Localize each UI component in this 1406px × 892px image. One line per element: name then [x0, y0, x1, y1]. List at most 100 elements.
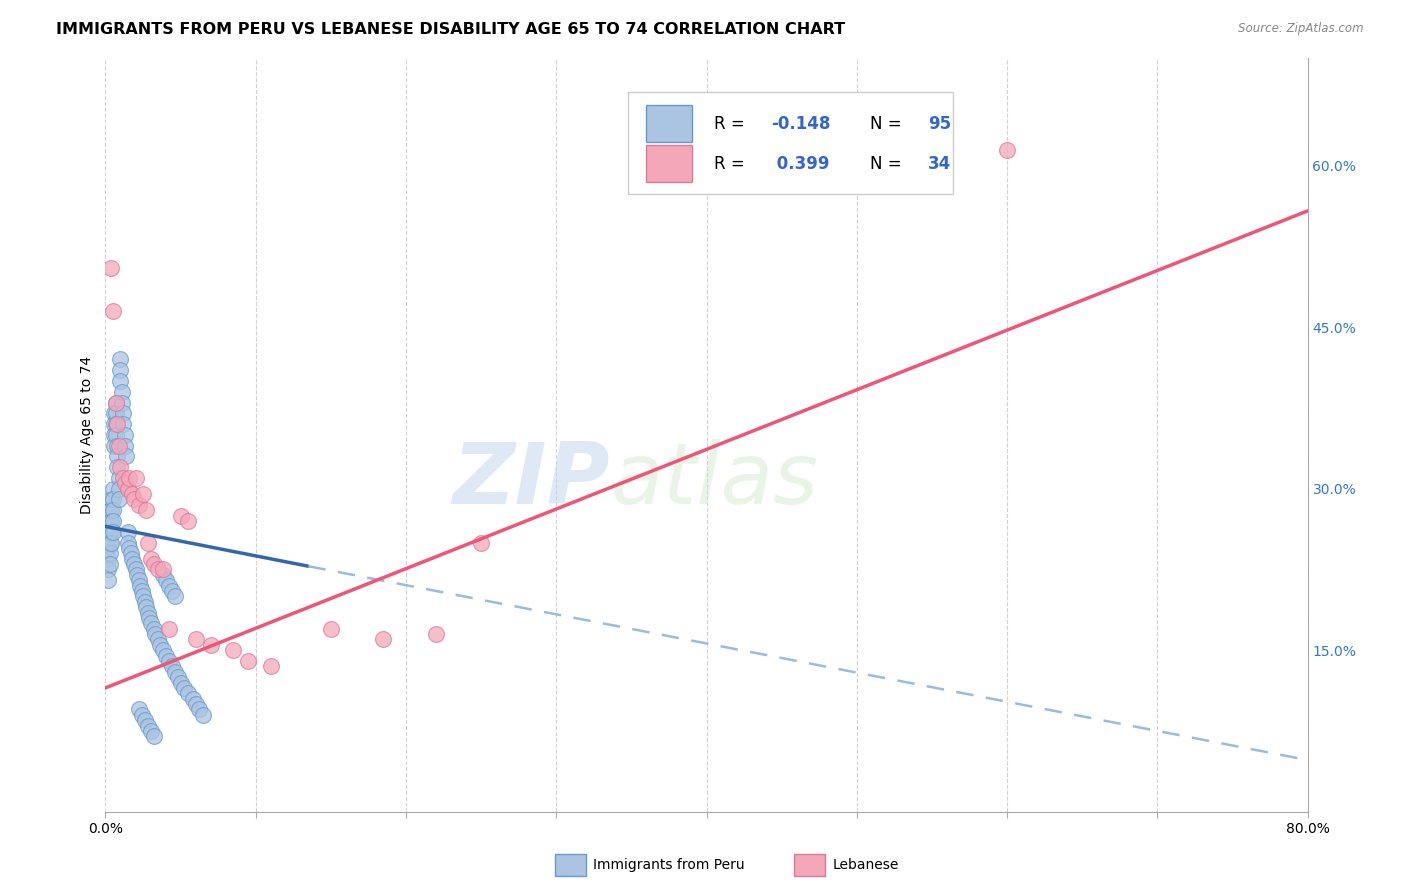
Point	[98, 557, 121, 571]
Point	[108, 482, 131, 496]
Point	[138, 611, 160, 625]
Point	[101, 524, 124, 539]
Point	[142, 557, 165, 571]
Point	[101, 482, 124, 496]
Text: R =: R =	[714, 154, 749, 172]
Point	[184, 632, 207, 647]
Point	[157, 622, 180, 636]
Point	[160, 584, 183, 599]
Point	[96, 541, 118, 555]
Point	[117, 482, 139, 496]
Text: ZIP: ZIP	[453, 439, 610, 522]
Point	[96, 530, 118, 544]
Point	[128, 573, 150, 587]
Point	[97, 562, 120, 576]
Point	[134, 595, 156, 609]
Point	[143, 627, 166, 641]
Point	[110, 374, 132, 388]
Point	[152, 643, 174, 657]
Point	[97, 541, 120, 555]
Point	[152, 562, 174, 576]
Point	[319, 622, 342, 636]
Point	[100, 503, 122, 517]
Point	[142, 730, 165, 744]
Point	[157, 654, 180, 668]
Text: N =: N =	[870, 114, 907, 133]
Point	[114, 439, 136, 453]
Point	[108, 471, 131, 485]
Point	[103, 428, 125, 442]
Point	[131, 584, 153, 599]
Point	[118, 471, 141, 485]
Point	[100, 492, 122, 507]
Text: 34: 34	[928, 154, 950, 172]
Point	[97, 551, 120, 566]
Point	[177, 686, 200, 700]
Point	[107, 450, 129, 464]
Point	[155, 648, 177, 663]
Point	[108, 439, 131, 453]
Point	[98, 535, 121, 549]
Point	[373, 632, 395, 647]
Point	[100, 260, 122, 275]
Point	[97, 514, 120, 528]
Point	[101, 492, 124, 507]
Point	[122, 492, 145, 507]
Point	[97, 530, 120, 544]
Point	[117, 524, 139, 539]
Point	[114, 476, 136, 491]
Text: 95: 95	[928, 114, 950, 133]
Point	[142, 622, 165, 636]
Text: atlas: atlas	[610, 439, 818, 522]
Point	[108, 492, 131, 507]
Point	[112, 471, 135, 485]
Point	[152, 567, 174, 582]
FancyBboxPatch shape	[647, 145, 692, 182]
Point	[111, 395, 134, 409]
Point	[129, 578, 152, 592]
Point	[104, 417, 127, 431]
Point	[121, 487, 143, 501]
FancyBboxPatch shape	[628, 92, 953, 194]
Text: -0.148: -0.148	[772, 114, 831, 133]
Y-axis label: Disability Age 65 to 74: Disability Age 65 to 74	[80, 356, 94, 514]
Text: Source: ZipAtlas.com: Source: ZipAtlas.com	[1239, 22, 1364, 36]
Point	[107, 460, 129, 475]
Point	[118, 541, 141, 555]
Point	[98, 514, 121, 528]
Point	[136, 718, 159, 732]
Text: N =: N =	[870, 154, 907, 172]
Text: 0.399: 0.399	[772, 154, 830, 172]
Point	[100, 524, 122, 539]
Point	[101, 514, 124, 528]
Point	[260, 659, 283, 673]
Point	[995, 143, 1018, 157]
Point	[104, 428, 127, 442]
Point	[101, 503, 124, 517]
Point	[139, 616, 162, 631]
Point	[121, 551, 143, 566]
Point	[112, 417, 135, 431]
Point	[163, 590, 186, 604]
Point	[103, 406, 125, 420]
Point	[110, 363, 132, 377]
Point	[104, 406, 127, 420]
Point	[122, 557, 145, 571]
Point	[103, 417, 125, 431]
Point	[187, 702, 209, 716]
Point	[425, 627, 447, 641]
Point	[132, 487, 155, 501]
Point	[238, 654, 260, 668]
Point	[117, 535, 139, 549]
Point	[134, 713, 156, 727]
Point	[470, 535, 492, 549]
Text: Lebanese: Lebanese	[832, 858, 898, 872]
Point	[98, 524, 121, 539]
Point	[148, 638, 170, 652]
Text: R =: R =	[714, 114, 749, 133]
Point	[139, 723, 162, 738]
Text: Immigrants from Peru: Immigrants from Peru	[593, 858, 745, 872]
Point	[166, 670, 188, 684]
Point	[110, 460, 132, 475]
Point	[104, 395, 127, 409]
